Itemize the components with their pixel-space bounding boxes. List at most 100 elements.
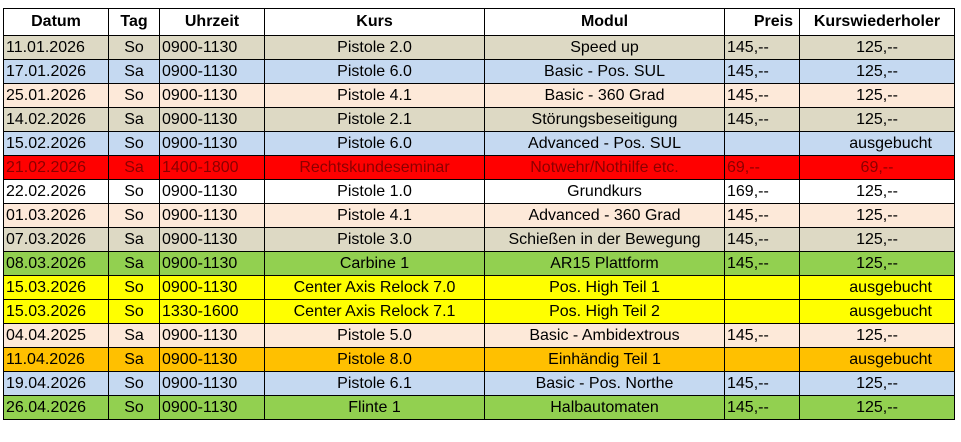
- cell-kurswiederholer: 125,--: [799, 323, 955, 348]
- cell-uhrzeit: 0900-1130: [159, 323, 265, 348]
- cell-modul: Pos. High Teil 2: [484, 299, 725, 324]
- table-row: 07.03.2026 Sa 0900-1130 Pistole 3.0 Schießen…: [3, 227, 955, 252]
- cell-preis: [724, 347, 800, 372]
- cell-preis: [724, 275, 800, 300]
- cell-tag: So: [108, 35, 160, 60]
- cell-uhrzeit: 0900-1130: [159, 131, 265, 156]
- cell-kurs: Pistole 4.1: [264, 203, 485, 228]
- cell-datum: 22.02.2026: [3, 179, 109, 204]
- cell-preis: [724, 299, 800, 324]
- cell-modul: Einhändig Teil 1: [484, 347, 725, 372]
- cell-datum: 08.03.2026: [3, 251, 109, 276]
- table-row: 14.02.2026 Sa 0900-1130 Pistole 2.1 Störungs…: [3, 107, 955, 132]
- cell-tag: Sa: [108, 323, 160, 348]
- cell-uhrzeit: 1330-1600: [159, 299, 265, 324]
- cell-kurs: Pistole 1.0: [264, 179, 485, 204]
- cell-uhrzeit: 0900-1130: [159, 395, 265, 420]
- cell-preis: 145,--: [724, 59, 800, 84]
- cell-kurswiederholer: 125,--: [799, 59, 955, 84]
- cell-tag: Sa: [108, 347, 160, 372]
- cell-datum: 11.04.2026: [3, 347, 109, 372]
- table-row: 11.04.2026 Sa 0900-1130 Pistole 8.0 Einhändi…: [3, 347, 955, 372]
- cell-datum: 15.03.2026: [3, 275, 109, 300]
- cell-preis: 145,--: [724, 323, 800, 348]
- cell-modul: Advanced - Pos. SUL: [484, 131, 725, 156]
- cell-modul: Basic - Pos. SUL: [484, 59, 725, 84]
- cell-kurs: Rechtskundeseminar: [264, 155, 485, 180]
- cell-tag: So: [108, 275, 160, 300]
- cell-kurs: Pistole 2.1: [264, 107, 485, 132]
- cell-uhrzeit: 0900-1130: [159, 227, 265, 252]
- table-row: 11.01.2026 So 0900-1130 Pistole 2.0 Speed up…: [3, 35, 955, 60]
- cell-kurs: Pistole 6.1: [264, 371, 485, 396]
- cell-preis: 145,--: [724, 107, 800, 132]
- cell-modul: Notwehr/Nothilfe etc.: [484, 155, 725, 180]
- header-tag: Tag: [108, 8, 160, 36]
- table-row: 08.03.2026 Sa 0900-1130 Carbine 1 AR15 Platt…: [3, 251, 955, 276]
- table-row: 26.04.2026 So 0900-1130 Flinte 1 Halbautomat…: [3, 395, 955, 420]
- cell-modul: Basic - Pos. Northe: [484, 371, 725, 396]
- cell-kurswiederholer: 125,--: [799, 35, 955, 60]
- cell-datum: 14.02.2026: [3, 107, 109, 132]
- cell-uhrzeit: 0900-1130: [159, 347, 265, 372]
- table-row: 17.01.2026 Sa 0900-1130 Pistole 6.0 Basic - …: [3, 59, 955, 84]
- cell-preis: 145,--: [724, 203, 800, 228]
- table-row: 15.02.2026 So 0900-1130 Pistole 6.0 Advanced…: [3, 131, 955, 156]
- table-row: 04.04.2025 Sa 0900-1130 Pistole 5.0 Basic - …: [3, 323, 955, 348]
- cell-modul: Basic - 360 Grad: [484, 83, 725, 108]
- cell-datum: 17.01.2026: [3, 59, 109, 84]
- cell-modul: Grundkurs: [484, 179, 725, 204]
- cell-uhrzeit: 0900-1130: [159, 59, 265, 84]
- cell-tag: Sa: [108, 107, 160, 132]
- cell-kurswiederholer: 125,--: [799, 107, 955, 132]
- cell-kurswiederholer: 125,--: [799, 203, 955, 228]
- cell-datum: 21.02.2026: [3, 155, 109, 180]
- cell-modul: Pos. High Teil 1: [484, 275, 725, 300]
- cell-preis: 169,--: [724, 179, 800, 204]
- cell-uhrzeit: 0900-1130: [159, 83, 265, 108]
- cell-kurswiederholer: 125,--: [799, 227, 955, 252]
- cell-kurswiederholer: 69,--: [799, 155, 955, 180]
- cell-modul: Advanced - 360 Grad: [484, 203, 725, 228]
- cell-preis: 145,--: [724, 83, 800, 108]
- header-kurswiederholer: Kurswiederholer: [799, 8, 955, 36]
- cell-uhrzeit: 0900-1130: [159, 179, 265, 204]
- cell-tag: So: [108, 83, 160, 108]
- cell-uhrzeit: 0900-1130: [159, 35, 265, 60]
- cell-uhrzeit: 1400-1800: [159, 155, 265, 180]
- cell-modul: AR15 Plattform: [484, 251, 725, 276]
- cell-datum: 25.01.2026: [3, 83, 109, 108]
- cell-kurswiederholer: 125,--: [799, 251, 955, 276]
- cell-kurswiederholer: 125,--: [799, 179, 955, 204]
- schedule-body: 11.01.2026 So 0900-1130 Pistole 2.0 Speed up…: [3, 35, 955, 420]
- cell-uhrzeit: 0900-1130: [159, 107, 265, 132]
- cell-preis: 145,--: [724, 371, 800, 396]
- cell-modul: Speed up: [484, 35, 725, 60]
- cell-kurswiederholer: 125,--: [799, 395, 955, 420]
- course-schedule-table: Datum Tag Uhrzeit Kurs Modul Preis Kursw…: [3, 8, 955, 420]
- table-row: 15.03.2026 So 0900-1130 Center Axis Relock …: [3, 275, 955, 300]
- cell-tag: Sa: [108, 155, 160, 180]
- table-row: 15.03.2026 So 1330-1600 Center Axis Relock …: [3, 299, 955, 324]
- cell-kurs: Pistole 8.0: [264, 347, 485, 372]
- cell-datum: 15.02.2026: [3, 131, 109, 156]
- cell-kurswiederholer: 125,--: [799, 371, 955, 396]
- cell-preis: 145,--: [724, 251, 800, 276]
- cell-tag: So: [108, 203, 160, 228]
- cell-datum: 07.03.2026: [3, 227, 109, 252]
- cell-kurs: Flinte 1: [264, 395, 485, 420]
- cell-tag: Sa: [108, 227, 160, 252]
- header-uhrzeit: Uhrzeit: [159, 8, 265, 36]
- cell-tag: So: [108, 371, 160, 396]
- header-preis: Preis: [724, 8, 800, 36]
- cell-kurswiederholer: 125,--: [799, 83, 955, 108]
- cell-kurs: Pistole 2.0: [264, 35, 485, 60]
- cell-kurswiederholer: ausgebucht: [799, 131, 955, 156]
- cell-kurs: Pistole 5.0: [264, 323, 485, 348]
- cell-kurswiederholer: ausgebucht: [799, 347, 955, 372]
- cell-preis: 145,--: [724, 227, 800, 252]
- cell-datum: 19.04.2026: [3, 371, 109, 396]
- cell-tag: Sa: [108, 251, 160, 276]
- cell-preis: [724, 131, 800, 156]
- table-row: 21.02.2026 Sa 1400-1800 Rechtskundeseminar N…: [3, 155, 955, 180]
